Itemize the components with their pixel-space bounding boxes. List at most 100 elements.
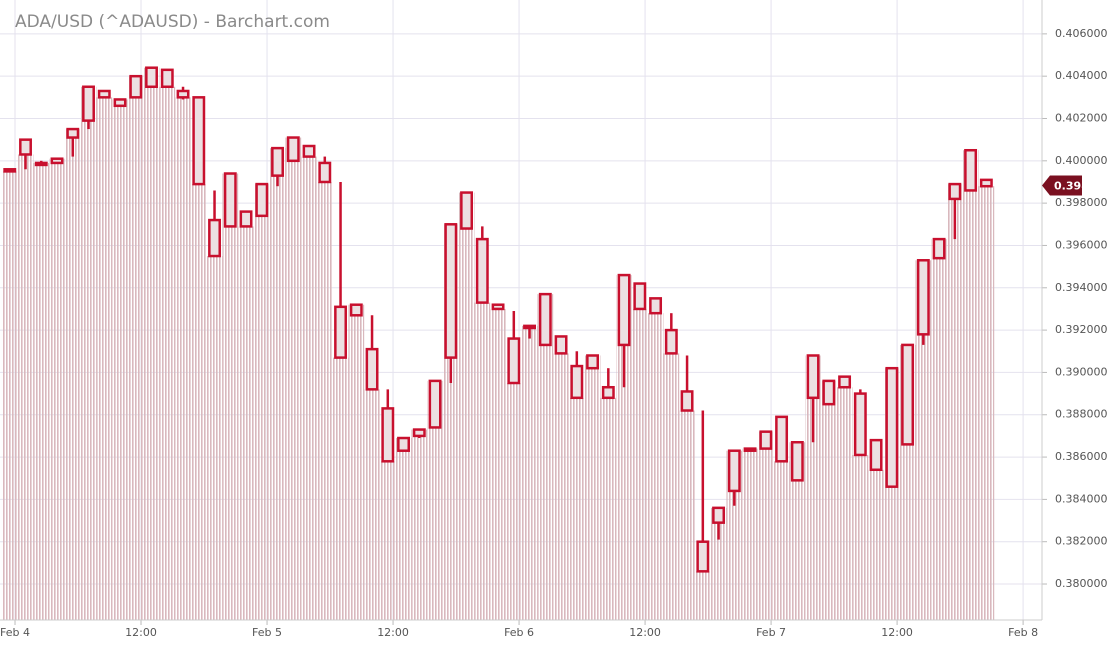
close-area-bar [757, 431, 774, 620]
y-tick-label: 0.384000 [1055, 492, 1108, 505]
close-area-bar [915, 260, 932, 620]
y-tick-label: 0.380000 [1055, 577, 1108, 590]
last-price-tag [1042, 175, 1082, 196]
candle-body [664, 328, 678, 355]
close-area-bar [537, 294, 554, 620]
candle-body [743, 447, 757, 452]
close-area-bar [427, 380, 443, 620]
close-area-bar [805, 355, 821, 620]
close-area-bar [836, 387, 853, 620]
candle-body [916, 259, 930, 336]
candle-body [66, 127, 80, 139]
candle-body [570, 364, 584, 400]
candle-body [255, 182, 269, 218]
candle-body [334, 305, 347, 359]
close-area-bar [33, 162, 50, 620]
candle-body [113, 98, 127, 108]
close-area-bar [600, 397, 617, 620]
candle-body [680, 390, 694, 412]
close-area-bar [742, 448, 758, 620]
close-area-bar [1, 171, 18, 620]
close-area-bar [868, 469, 884, 620]
close-area-bar [505, 383, 522, 620]
close-area-bar [269, 148, 286, 620]
close-area-bar [159, 86, 176, 620]
candle-body [3, 168, 17, 173]
candle-body [964, 148, 978, 192]
candle-body [318, 161, 332, 184]
close-area-bar [379, 461, 396, 620]
close-area-bar [206, 256, 223, 620]
close-area-bar [647, 313, 664, 620]
last-price-label: 0.398831 [1054, 180, 1110, 193]
y-tick-label: 0.394000 [1055, 281, 1108, 294]
candle-body [775, 415, 789, 463]
close-area-bar [820, 380, 837, 620]
candle-body [34, 161, 48, 167]
close-area-bar [726, 450, 743, 620]
close-area-bar [316, 181, 333, 620]
candle-body [727, 449, 741, 493]
y-tick-label: 0.390000 [1055, 365, 1108, 378]
y-tick-label: 0.402000 [1055, 111, 1108, 124]
y-tick-label: 0.396000 [1055, 238, 1108, 251]
close-area-bar [773, 461, 790, 620]
x-tick-label: 12:00 [629, 626, 661, 639]
candle-body [649, 297, 663, 315]
y-tick-label: 0.382000 [1055, 535, 1108, 548]
y-tick-label: 0.386000 [1055, 450, 1108, 463]
candle-body [979, 178, 993, 188]
close-area-bar [364, 389, 380, 620]
candle-body [869, 438, 883, 472]
close-area-bar [285, 137, 302, 620]
close-area-bar [458, 192, 475, 620]
close-area-bar [490, 308, 506, 620]
close-area-bar [127, 76, 144, 620]
close-area-bar [49, 158, 65, 621]
y-tick-label: 0.400000 [1055, 154, 1108, 167]
x-tick-label: 12:00 [881, 626, 913, 639]
candle-body [633, 282, 647, 311]
x-tick-label: Feb 6 [504, 626, 534, 639]
x-tick-label: 12:00 [377, 626, 409, 639]
close-area-bar [64, 129, 81, 620]
close-area-bar [694, 571, 711, 620]
y-tick-label: 0.388000 [1055, 408, 1108, 421]
x-tick-label: Feb 7 [756, 626, 786, 639]
candle-body [491, 303, 505, 311]
candle-body [507, 337, 521, 385]
close-area-bar [568, 397, 585, 620]
candle-body [302, 144, 316, 158]
close-area-bar [852, 454, 869, 620]
candle-body [176, 89, 190, 99]
candle-body [948, 182, 962, 201]
close-area-bar [631, 308, 648, 620]
close-area-bar [190, 184, 207, 620]
close-area-bar [946, 184, 963, 620]
close-area-bar [474, 302, 491, 620]
candle-body [50, 157, 64, 165]
candle-body [239, 210, 253, 228]
candle-body [412, 428, 426, 438]
candle-body [460, 191, 474, 230]
close-area-bar [584, 355, 601, 620]
close-area-bar [663, 353, 680, 620]
candle-body [601, 385, 615, 400]
close-area-bar [521, 325, 538, 620]
candle-body [932, 237, 946, 260]
candle-body [208, 218, 221, 258]
candle-body [286, 136, 300, 163]
x-tick-label: Feb 5 [252, 626, 282, 639]
candle-body [617, 273, 631, 347]
candle-body [838, 375, 852, 389]
y-tick-label: 0.404000 [1055, 69, 1108, 82]
candle-body [271, 146, 284, 177]
candle-body [381, 407, 395, 463]
x-tick-label: Feb 8 [1008, 626, 1038, 639]
close-area-bar [17, 154, 34, 620]
candle-body [806, 354, 820, 400]
close-area-bar [411, 429, 428, 620]
close-area-bar [553, 353, 569, 620]
close-area-bar [710, 507, 727, 620]
